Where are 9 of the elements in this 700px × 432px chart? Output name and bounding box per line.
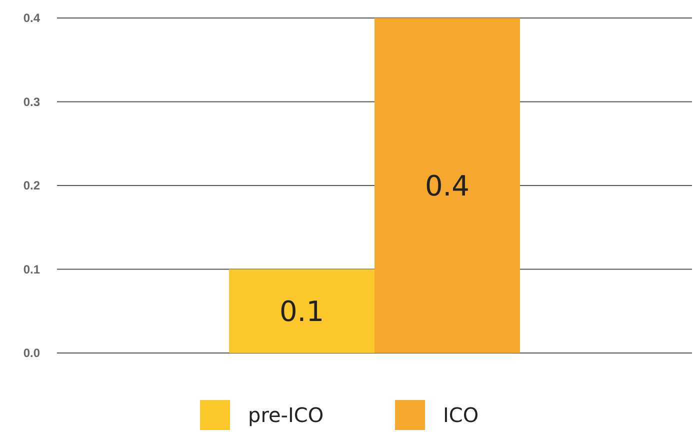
y-tick-label: 0.0 <box>23 346 40 360</box>
y-tick-label: 0.1 <box>23 262 40 276</box>
y-tick-label: 0.2 <box>23 178 40 192</box>
legend-label: ICO <box>443 403 479 427</box>
y-tick-label: 0.4 <box>23 11 40 25</box>
legend-label: pre-ICO <box>248 403 324 427</box>
data-label: 0.1 <box>280 295 324 328</box>
data-label: 0.4 <box>424 170 470 202</box>
y-tick-label: 0.3 <box>23 94 40 109</box>
